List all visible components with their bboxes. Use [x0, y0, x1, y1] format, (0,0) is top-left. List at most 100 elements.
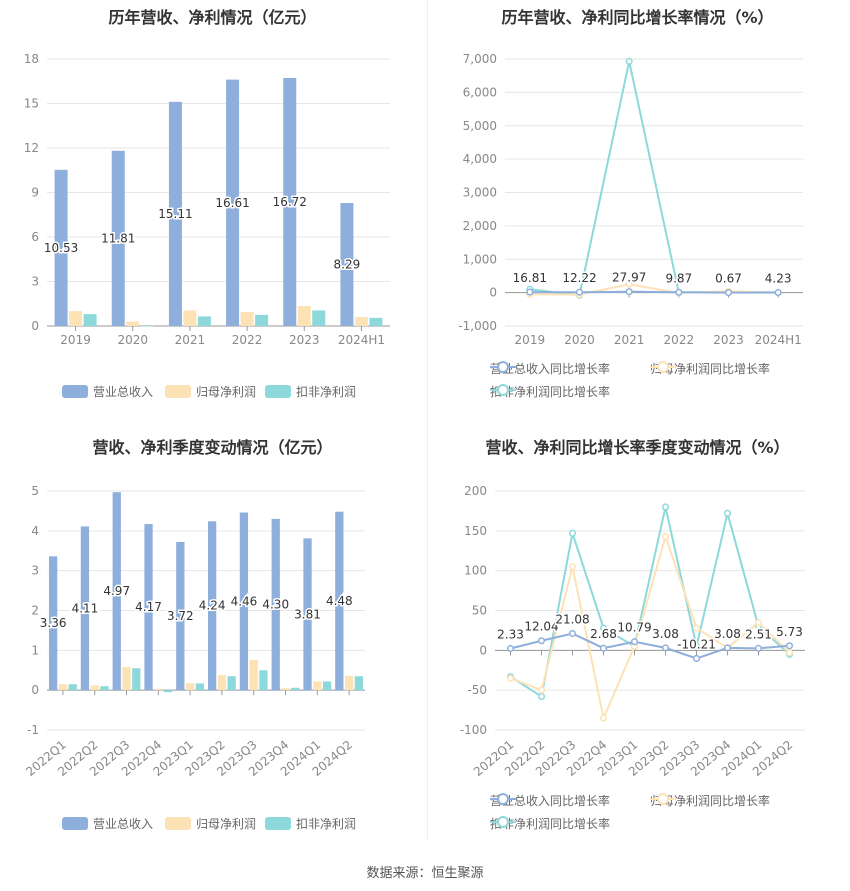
legend-item[interactable]: 归母净利润	[165, 383, 256, 400]
legend-item[interactable]: 扣非净利润	[265, 815, 356, 832]
legend-item[interactable]: 归母净利润	[165, 815, 256, 832]
y-tick-label: 6,000	[463, 85, 497, 99]
bar-revenue	[340, 203, 354, 326]
bar-net-profit	[249, 659, 258, 691]
data-label: 2.51	[745, 627, 772, 641]
data-label: 27.97	[612, 271, 646, 285]
data-label: 12.22	[562, 271, 596, 285]
bar-net-profit	[313, 681, 322, 691]
data-point	[568, 563, 577, 571]
data-label: 3.36	[40, 616, 67, 630]
data-label: 4.23	[765, 271, 792, 285]
y-tick-label: 4,000	[463, 152, 497, 166]
y-tick-label: 2,000	[463, 219, 497, 233]
annual-growth-plot: -1,000 0 1,000 2,000 3,000 4,000 5,000 6,000 7,0…	[458, 52, 803, 347]
bar-revenue	[168, 101, 182, 326]
x-tick-label: 2024H1	[338, 333, 385, 347]
quarterly-revenue-profit-chart: 营收、净利季度变动情况（亿元） -1 0 1 2 3 4 5 2022Q1 2022Q2 2022…	[0, 430, 425, 860]
bar-net-profit	[240, 311, 254, 326]
bar-deducted-profit	[354, 676, 364, 691]
legend-item[interactable]: 营业总收入	[62, 815, 153, 832]
quarterly-growth-plot: -100-500501001502002022Q12022Q22022Q3202…	[460, 484, 805, 779]
bar-revenue	[80, 526, 90, 691]
data-point	[754, 618, 763, 626]
bar-revenue	[271, 518, 280, 691]
data-label: 10.53	[44, 241, 78, 255]
y-tick-label: 3	[31, 564, 39, 578]
bar-net-profit	[126, 321, 140, 326]
legend-item[interactable]: 归母净利润同比增长率	[650, 360, 770, 377]
bar-deducted-profit	[322, 681, 332, 691]
data-label: 2.68	[590, 627, 617, 641]
legend-label: 扣非净利润	[296, 817, 357, 831]
data-label: 4.30	[262, 598, 289, 612]
legend-item[interactable]: 营业总收入同比增长率	[490, 792, 610, 809]
bar-revenue	[111, 150, 125, 326]
chart-title: 历年营收、净利情况（亿元）	[108, 8, 317, 27]
series-line-revenue-growth	[510, 632, 790, 660]
legend-item[interactable]: 营业总收入	[62, 383, 153, 400]
data-point	[661, 644, 670, 652]
legend-swatch	[62, 817, 88, 830]
y-tick-label: 12	[24, 141, 39, 155]
legend-label: 归母净利润同比增长率	[650, 794, 771, 808]
data-point	[723, 644, 732, 652]
bar-revenue	[112, 492, 121, 691]
legend-label: 营业总收入	[93, 817, 154, 831]
x-tick-label: 2022	[664, 333, 695, 347]
data-point	[568, 529, 577, 537]
x-tick-label: 2019	[60, 333, 91, 347]
y-tick-label: 2	[31, 604, 39, 618]
bar-deducted-profit	[163, 690, 173, 693]
data-label: 0.67	[715, 272, 742, 286]
bar-net-profit	[183, 310, 197, 326]
legend-item[interactable]: 扣非净利润	[265, 383, 356, 400]
data-point	[785, 649, 794, 657]
series-line-net-profit-growth	[510, 533, 791, 722]
data-point	[575, 288, 584, 296]
data-label: 15.11	[158, 207, 192, 221]
data-label: 10.79	[617, 621, 651, 635]
legend-swatch	[165, 817, 191, 830]
x-tick-label: 2023	[289, 333, 320, 347]
data-label: 12.04	[524, 620, 558, 634]
y-tick-label: 5	[31, 484, 39, 498]
legend-item[interactable]: 扣非净利润同比增长率	[490, 383, 610, 400]
data-point	[537, 637, 546, 645]
data-point	[630, 638, 639, 646]
legend-line-marker	[490, 361, 516, 373]
bar-revenue	[48, 556, 58, 691]
bar-net-profit	[281, 688, 290, 691]
legend-item[interactable]: 营业总收入同比增长率	[490, 360, 610, 377]
bar-revenue	[283, 77, 297, 326]
legend-swatch	[265, 385, 291, 398]
bar-revenue	[176, 541, 185, 691]
data-point	[506, 644, 515, 653]
legend-label: 营业总收入同比增长率	[490, 794, 611, 808]
data-point	[599, 624, 608, 632]
bar-net-profit	[217, 675, 227, 691]
legend-label: 扣非净利润同比增长率	[490, 385, 611, 399]
data-label: 16.81	[513, 271, 547, 285]
data-label: 4.46	[231, 594, 258, 608]
legend-item[interactable]: 归母净利润同比增长率	[650, 792, 770, 809]
legend-label: 归母净利润	[196, 817, 257, 831]
bar-net-profit	[154, 688, 163, 691]
y-tick-label: -100	[460, 723, 487, 737]
y-tick-label: 0	[31, 319, 39, 333]
legend-swatch	[165, 385, 191, 398]
data-point	[625, 288, 633, 296]
y-tick-label: 1,000	[463, 252, 497, 266]
data-point	[526, 288, 534, 296]
y-tick-label: 150	[464, 524, 487, 538]
data-label: 3.08	[714, 627, 741, 641]
bar-deducted-profit	[312, 310, 326, 326]
data-point	[723, 509, 732, 517]
legend-item[interactable]: 扣非净利润同比增长率	[490, 815, 610, 832]
legend-label: 营业总收入同比增长率	[490, 362, 611, 376]
bar-net-profit	[69, 311, 83, 326]
y-tick-label: 1	[31, 643, 39, 657]
y-tick-label: 50	[472, 604, 487, 618]
legend-label: 营业总收入	[93, 385, 154, 399]
data-point	[692, 654, 701, 663]
